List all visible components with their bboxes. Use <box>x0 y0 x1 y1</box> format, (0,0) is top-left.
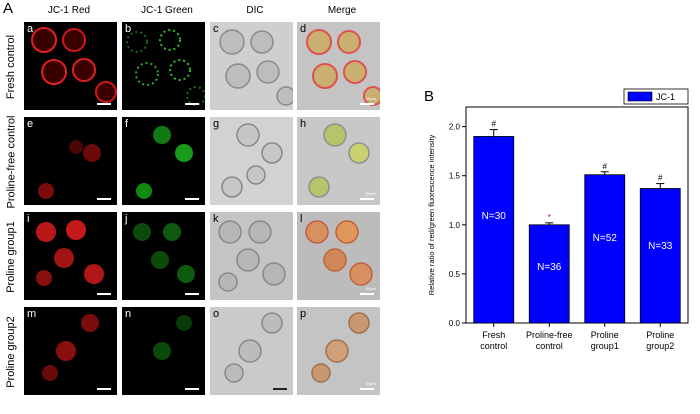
panel-b-letter: B <box>424 88 435 105</box>
micrograph-jc1-green-proline-free: f <box>122 117 205 205</box>
scale-text: 50μm <box>365 286 376 291</box>
panel-label: p <box>300 308 307 320</box>
scale-text: 50μm <box>365 191 376 196</box>
legend-label: JC-1 <box>656 92 675 102</box>
legend-swatch <box>627 91 653 102</box>
column-header-jc1-green: JC-1 Green <box>141 5 193 16</box>
panel-label: n <box>125 308 132 320</box>
micrograph-dic-proline-free: g <box>210 117 293 205</box>
row-label-fresh-control: Fresh control <box>5 34 18 100</box>
micrograph-jc1-red-proline-free: e <box>24 117 117 205</box>
scale-bar <box>185 103 199 105</box>
y-tick-label: 2.0 <box>449 123 461 132</box>
scale-bar <box>97 198 111 200</box>
micrograph-jc1-green-proline-group1: j <box>122 212 205 300</box>
bar <box>473 136 515 324</box>
plot-frame <box>465 106 689 324</box>
micrograph-merge-proline-group2: p 50μm <box>297 307 380 395</box>
scale-bar <box>360 103 374 105</box>
panel-label: k <box>213 213 219 225</box>
bar-chart: 0.0 0.5 1.0 1.5 2.0 Relative ratio of red/gre… <box>427 88 689 351</box>
bar-n-label: N=52 <box>593 233 618 244</box>
significance-mark: * <box>548 213 551 222</box>
column-header-merge: Merge <box>327 5 357 16</box>
panel-label: j <box>125 213 128 225</box>
micrograph-merge-fresh: d 50μm <box>297 22 380 110</box>
panel-label: i <box>27 213 30 225</box>
y-tick-label: 0.0 <box>449 319 461 328</box>
micrograph-dic-proline-group2: o <box>210 307 293 395</box>
scale-bar <box>97 293 111 295</box>
panel-label: l <box>300 213 303 225</box>
micrograph-jc1-red-proline-group1: i <box>24 212 117 300</box>
bar-n-label: N=36 <box>537 262 562 273</box>
panel-label: e <box>27 118 34 130</box>
scale-bar <box>97 103 111 105</box>
significance-mark: # <box>492 120 497 129</box>
panel-label: b <box>125 23 132 35</box>
panel-a-letter: A <box>3 0 14 17</box>
panel-label: f <box>125 118 129 130</box>
scale-text: 50μm <box>365 381 376 386</box>
panel-label: m <box>27 308 37 320</box>
micrograph-merge-proline-free: h 50μm <box>297 117 380 205</box>
panel-label: g <box>213 118 220 130</box>
bar <box>584 174 626 324</box>
bar-n-label: N=33 <box>648 241 673 252</box>
micrograph-dic-fresh: c <box>210 22 293 110</box>
panel-label: o <box>213 308 220 320</box>
column-header-dic: DIC <box>246 5 264 16</box>
column-header-jc1-red: JC-1 Red <box>47 5 91 16</box>
significance-mark: # <box>603 162 608 171</box>
row-label-proline-free-control: Proline-free control <box>5 115 17 209</box>
scale-bar <box>360 293 374 295</box>
micrograph-jc1-green-proline-group2: n <box>122 307 205 395</box>
micrograph-dic-proline-group1: k <box>210 212 293 300</box>
micrograph-jc1-red-proline-group2: m <box>24 307 117 395</box>
x-tick-label: Fresh control <box>480 330 507 351</box>
scale-bar <box>360 198 374 200</box>
scale-bar <box>185 293 199 295</box>
micrograph-merge-proline-group1: l 50μm <box>297 212 380 300</box>
scale-bar <box>273 388 287 390</box>
micrograph-jc1-green-fresh: b <box>122 22 205 110</box>
row-label-proline-group1: Proline group1 <box>5 221 17 293</box>
y-tick-label: 0.5 <box>449 270 461 279</box>
scale-bar <box>185 198 199 200</box>
micrograph-jc1-red-fresh: a <box>24 22 117 110</box>
panel-label: a <box>27 23 34 35</box>
row-label-proline-group2: Proline group2 <box>5 316 17 388</box>
bar <box>639 188 681 324</box>
x-tick-label: Proline group2 <box>646 330 674 351</box>
scale-bar <box>185 388 199 390</box>
significance-mark: # <box>658 174 663 183</box>
scale-text: 50μm <box>365 96 376 101</box>
panel-label: h <box>300 118 307 130</box>
x-tick-label: Proline-free control <box>526 330 573 351</box>
bar-n-label: N=30 <box>482 211 507 222</box>
panel-label: c <box>213 23 219 35</box>
bar <box>528 224 570 324</box>
scale-bar <box>360 388 374 390</box>
y-tick-label: 1.5 <box>449 172 461 181</box>
scale-bar <box>97 388 111 390</box>
y-tick-label: 1.0 <box>449 221 461 230</box>
x-tick-label: Proline group1 <box>591 330 619 351</box>
y-axis-label: Relative ratio of red/green fluorescence… <box>427 135 436 296</box>
panel-label: d <box>300 23 307 35</box>
